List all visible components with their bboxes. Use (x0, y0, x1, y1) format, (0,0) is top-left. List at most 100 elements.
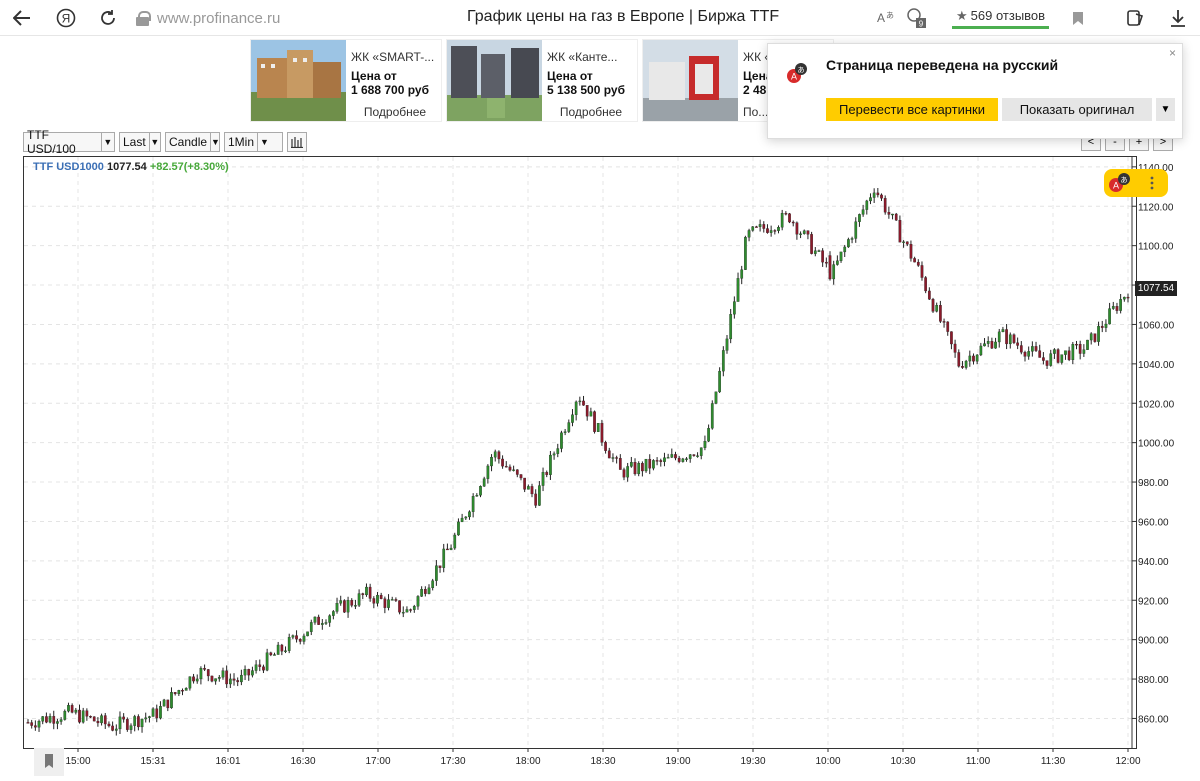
candle-body (795, 222, 799, 235)
candle-body (504, 466, 508, 468)
candle-body (1093, 333, 1097, 342)
candle-body (63, 710, 67, 720)
candle-body (953, 343, 957, 353)
candle-body (379, 594, 383, 599)
candle-body (957, 352, 961, 367)
candle-body (335, 603, 339, 612)
bookmark-icon[interactable] (1064, 4, 1092, 32)
candle-body (409, 609, 412, 611)
ad-card[interactable]: ЖК «SMART-... Цена от 1 688 700 руб Подр… (250, 39, 442, 122)
address-bar[interactable]: www.profinance.ru (136, 4, 280, 32)
price-type-select[interactable]: Last ▼ (119, 132, 161, 152)
candle-body (582, 400, 585, 406)
candle-body (284, 650, 287, 652)
candle-body (258, 664, 262, 667)
svg-text:Я: Я (62, 12, 71, 26)
ad-card[interactable]: ЖК «Канте... Цена от 5 138 500 руб Подро… (446, 39, 638, 122)
chevron-down-icon: ▼ (148, 133, 160, 151)
candle-body (1042, 357, 1045, 361)
candle-body (685, 458, 688, 460)
yandex-icon[interactable]: Я (52, 4, 80, 32)
ad-more-link[interactable]: Подробнее (363, 105, 427, 119)
candle-body (482, 478, 486, 487)
candle-body (276, 644, 280, 655)
candle-body (118, 716, 122, 730)
reviews-badge[interactable]: ★ 569 отзывов (952, 5, 1050, 29)
candle-body (48, 716, 52, 723)
candle-body (1089, 333, 1093, 341)
candle-body (376, 594, 379, 604)
candle-body (475, 495, 479, 497)
candle-body (872, 192, 876, 198)
candle-body (1012, 334, 1016, 343)
candle-body (813, 250, 817, 254)
ad-more-link[interactable]: Подробнее (559, 105, 623, 119)
candle-body (217, 677, 221, 679)
candle-body (221, 670, 225, 678)
x-tick-label: 17:30 (440, 756, 465, 767)
candle-body (508, 466, 512, 471)
y-tick-label: 880.00 (1138, 675, 1169, 686)
symbol-select[interactable]: TTF USD/100 ▼ (23, 128, 115, 156)
candle-body (151, 708, 155, 717)
candle-body (309, 622, 313, 632)
x-tick-label: 11:00 (966, 756, 991, 767)
back-arrow-icon[interactable] (8, 4, 36, 32)
candle-body (714, 391, 718, 404)
x-tick-label: 17:00 (365, 756, 390, 767)
candle-body (1082, 349, 1086, 354)
protect-icon[interactable]: 9 (902, 4, 930, 32)
svg-text:あ: あ (886, 11, 894, 20)
candle-body (677, 457, 681, 462)
floating-translate-button[interactable]: A あ (1104, 169, 1168, 197)
reload-icon[interactable] (94, 4, 122, 32)
candle-body (210, 675, 214, 682)
download-icon[interactable] (1164, 4, 1192, 32)
y-tick-label: 1120.00 (1138, 202, 1174, 213)
candle-body (659, 460, 663, 462)
ad-more-link[interactable]: По... (743, 105, 769, 119)
ad-image (251, 40, 346, 121)
candle-body (1053, 349, 1056, 354)
x-tick-label: 15:00 (65, 756, 90, 767)
candle-body (1097, 325, 1100, 342)
popup-menu-button[interactable]: ▼ (1156, 98, 1175, 121)
x-tick-label: 10:00 (815, 756, 840, 767)
legend-last: 1077.54 (106, 161, 147, 173)
popup-title: Страница переведена на русский (826, 57, 1059, 73)
bookmark-tab[interactable] (34, 748, 64, 776)
candle-body (887, 212, 891, 215)
candle-body (92, 716, 96, 722)
candle-body (354, 605, 357, 607)
y-tick-label: 1040.00 (1138, 360, 1175, 371)
candle-body (468, 511, 471, 518)
ad-price-label: Цена (743, 69, 773, 83)
candle-body (758, 224, 762, 227)
y-tick-label: 1000.00 (1138, 439, 1175, 450)
candle-body (1049, 353, 1053, 366)
candle-body (70, 705, 74, 713)
translation-popup: × A あ Страница переведена на русский Пер… (767, 43, 1183, 139)
candle-body (287, 637, 291, 651)
candle-body (320, 623, 324, 625)
chart-area[interactable] (23, 156, 1137, 749)
interval-select[interactable]: 1Min ▼ (224, 132, 283, 152)
translate-images-button[interactable]: Перевести все картинки (826, 98, 998, 121)
close-icon[interactable]: × (1168, 46, 1176, 60)
candle-body (1001, 329, 1005, 333)
candle-body (909, 244, 913, 259)
interval-value: 1Min (228, 135, 255, 149)
candle-body (1100, 325, 1104, 328)
candle-body (1064, 350, 1067, 355)
candle-body (37, 721, 41, 728)
candle-body (214, 678, 217, 682)
chart-type-select[interactable]: Candle ▼ (165, 132, 220, 152)
candle-body (718, 370, 721, 393)
indicators-button[interactable] (287, 132, 307, 152)
collections-icon[interactable] (1122, 4, 1150, 32)
show-original-button[interactable]: Показать оригинал (1002, 98, 1152, 121)
candle-body (674, 454, 677, 459)
candle-body (103, 715, 107, 725)
candle-body (607, 450, 611, 459)
